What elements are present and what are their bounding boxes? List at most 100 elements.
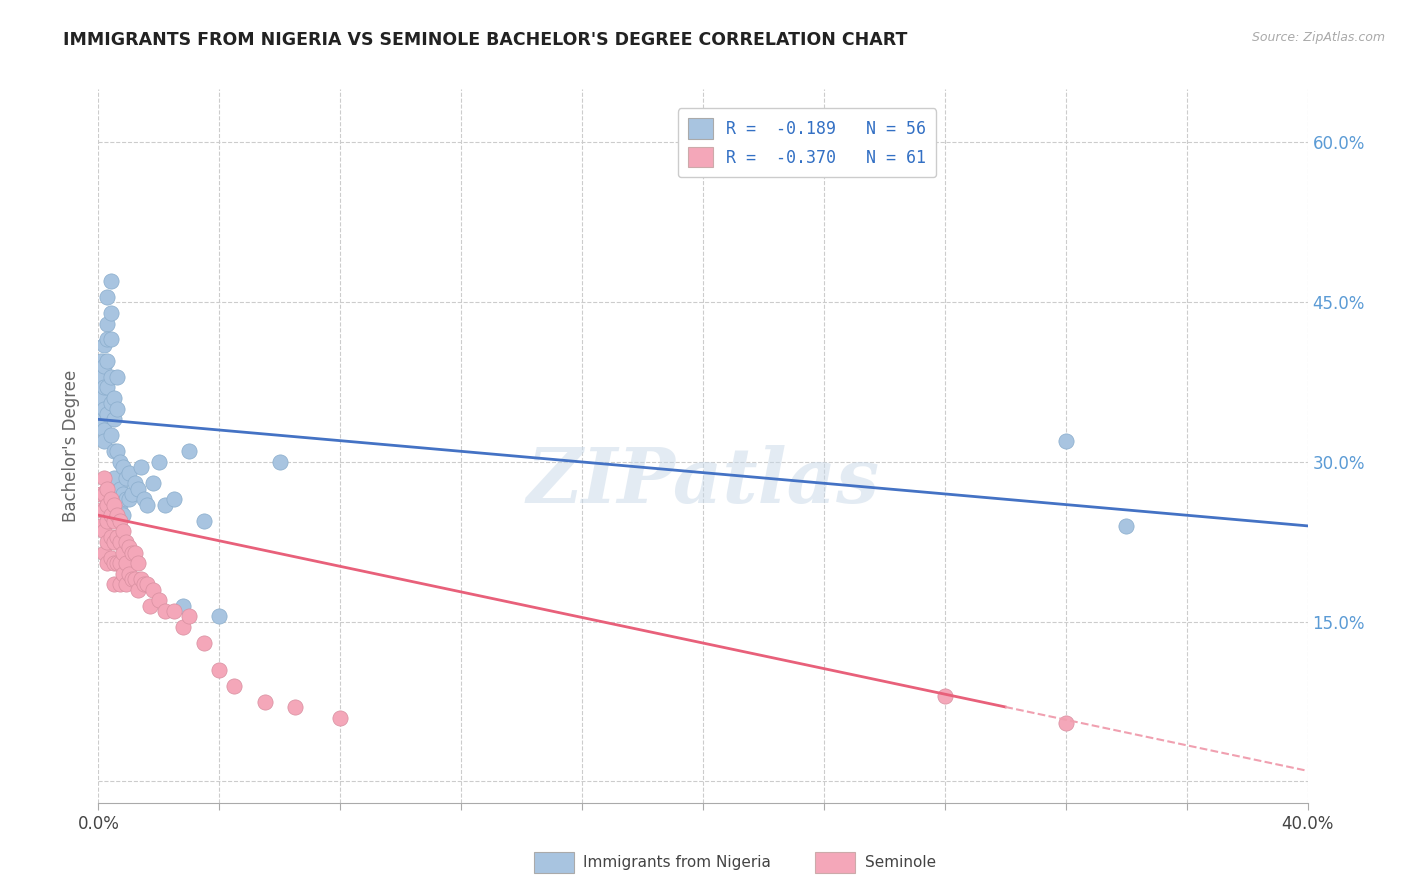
Point (103, 577, 125, 591)
Point (114, 577, 136, 591)
Point (96, 380, 118, 394)
Point (193, 514, 215, 528)
Point (90, 391, 112, 405)
Point (329, 710, 352, 724)
Point (103, 498, 125, 512)
Point (172, 599, 194, 613)
Text: Seminole: Seminole (865, 855, 936, 870)
Point (93, 401, 115, 416)
Point (934, 690, 956, 704)
Point (118, 540, 141, 554)
Point (96, 498, 118, 512)
Point (96, 556, 118, 570)
Point (96, 407, 118, 421)
Point (93, 503, 115, 517)
Point (100, 306, 122, 320)
Point (1054, 434, 1077, 448)
Point (163, 492, 186, 507)
Point (96, 534, 118, 549)
Point (108, 534, 131, 549)
Point (96, 514, 118, 528)
Point (118, 566, 141, 581)
Point (111, 508, 134, 523)
Y-axis label: Bachelor's Degree: Bachelor's Degree (62, 370, 80, 522)
Point (179, 444, 201, 458)
Point (208, 609, 231, 624)
Point (224, 679, 246, 693)
Point (100, 508, 122, 523)
Point (103, 391, 125, 405)
Point (100, 274, 122, 288)
Point (135, 577, 157, 591)
Point (103, 444, 125, 458)
Point (108, 482, 131, 496)
Text: IMMIGRANTS FROM NIGERIA VS SEMINOLE BACHELOR'S DEGREE CORRELATION CHART: IMMIGRANTS FROM NIGERIA VS SEMINOLE BACH… (63, 31, 908, 49)
Point (96, 290, 118, 304)
Point (129, 460, 152, 475)
Point (163, 604, 186, 618)
Point (111, 460, 134, 475)
Point (139, 599, 162, 613)
Point (121, 572, 143, 586)
Point (108, 503, 131, 517)
Point (114, 471, 136, 485)
Point (105, 529, 128, 543)
Point (93, 359, 115, 373)
FancyBboxPatch shape (815, 852, 855, 873)
Point (118, 466, 141, 480)
Point (90, 369, 112, 384)
Point (114, 492, 136, 507)
Point (124, 545, 146, 559)
Text: Immigrants from Nigeria: Immigrants from Nigeria (583, 855, 772, 870)
Point (132, 492, 155, 507)
Point (124, 476, 146, 491)
Point (100, 492, 122, 507)
Point (100, 529, 122, 543)
Point (93, 471, 115, 485)
Point (90, 353, 112, 368)
Point (111, 487, 134, 501)
Point (103, 412, 125, 426)
Point (96, 353, 118, 368)
Point (129, 572, 152, 586)
Point (105, 369, 128, 384)
Legend: R =  -0.189   N = 56, R =  -0.370   N = 61: R = -0.189 N = 56, R = -0.370 N = 61 (678, 108, 936, 178)
Point (148, 593, 170, 607)
Point (172, 620, 194, 634)
Point (108, 455, 131, 469)
Point (93, 545, 115, 559)
Point (105, 556, 128, 570)
Point (93, 423, 115, 437)
Point (103, 534, 125, 549)
Point (103, 514, 125, 528)
Point (90, 412, 112, 426)
Point (111, 566, 134, 581)
Point (108, 577, 131, 591)
Point (108, 514, 131, 528)
Point (96, 333, 118, 347)
Point (93, 487, 115, 501)
Point (142, 476, 165, 491)
Point (103, 556, 125, 570)
Point (108, 556, 131, 570)
Point (127, 482, 149, 496)
FancyBboxPatch shape (534, 852, 574, 873)
Point (269, 455, 291, 469)
Point (135, 498, 157, 512)
Point (114, 556, 136, 570)
Point (105, 401, 128, 416)
Point (100, 369, 122, 384)
Point (142, 582, 165, 597)
Point (127, 556, 149, 570)
Point (114, 534, 136, 549)
Point (253, 695, 276, 709)
Point (208, 663, 231, 677)
Point (153, 498, 176, 512)
Point (90, 519, 112, 533)
Point (148, 455, 170, 469)
Point (105, 508, 128, 523)
Text: Source: ZipAtlas.com: Source: ZipAtlas.com (1251, 31, 1385, 45)
Point (1054, 715, 1077, 730)
Point (96, 482, 118, 496)
Point (127, 582, 149, 597)
